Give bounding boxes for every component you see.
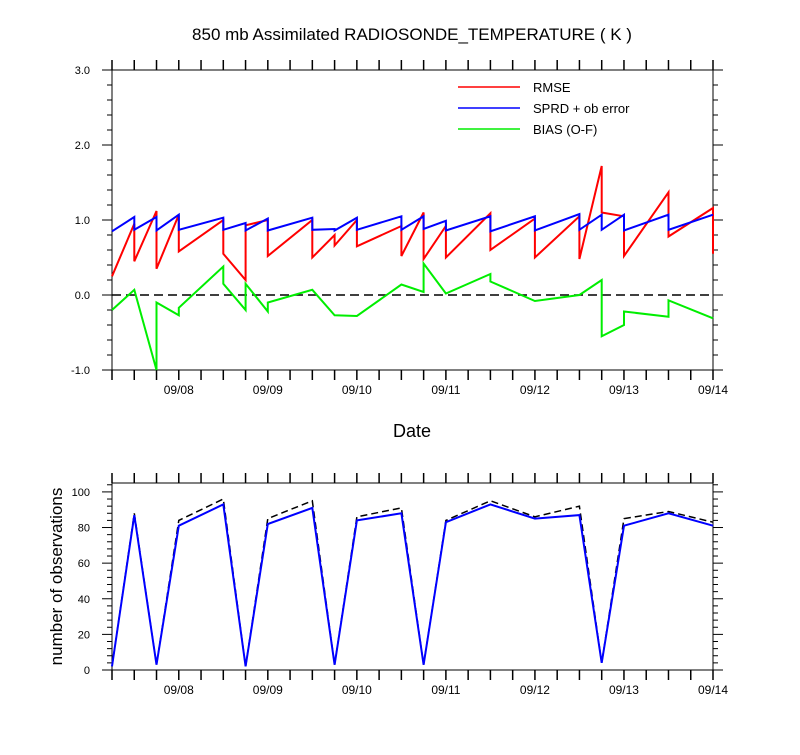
- chart-title: 850 mb Assimilated RADIOSONDE_TEMPERATUR…: [192, 25, 632, 44]
- x-tick-label: 09/14: [698, 683, 728, 697]
- legend: RMSE SPRD + ob error BIAS (O-F): [458, 80, 630, 137]
- legend-label: BIAS (O-F): [533, 122, 597, 137]
- series-line-sprd-ob-error: [112, 214, 713, 231]
- y-tick-label: 40: [78, 594, 90, 606]
- x-tick-label: 09/10: [342, 383, 372, 397]
- x-tick-label: 09/11: [431, 383, 460, 397]
- series-line-assimilated-observations: [112, 504, 713, 666]
- x-axis-label: Date: [393, 421, 431, 441]
- y-tick-label: 0.0: [75, 290, 90, 302]
- y-tick-label: 60: [78, 558, 90, 570]
- top-panel: 09/08 09/09 09/10 09/11 09/12 09/13 09/14 -1.0 0…: [71, 60, 728, 397]
- legend-label: SPRD + ob error: [533, 101, 630, 116]
- y-tick-label: 100: [72, 487, 90, 499]
- x-tick-label: 09/10: [342, 683, 372, 697]
- bottom-panel: 09/08 09/09 09/10 09/11 09/12 09/13 09/14 0 20 40…: [72, 473, 729, 697]
- y-tick-label: 1.0: [75, 215, 90, 227]
- x-tick-label: 09/14: [698, 383, 728, 397]
- x-tick-label: 09/11: [431, 683, 460, 697]
- y-tick-label: 2.0: [75, 140, 90, 152]
- y-tick-label: 0: [84, 665, 90, 677]
- series-line-bias-o-f: [112, 264, 713, 371]
- x-tick-label: 09/13: [609, 683, 639, 697]
- y-axis-label-observations: number of observations: [47, 488, 66, 666]
- plot-frame: [112, 483, 713, 670]
- y-tick-label: 80: [78, 523, 90, 535]
- x-tick-label: 09/09: [253, 383, 283, 397]
- y-tick-label: 20: [78, 629, 90, 641]
- legend-label: RMSE: [533, 80, 571, 95]
- x-tick-label: 09/08: [164, 383, 194, 397]
- y-tick-label: 3.0: [75, 65, 90, 77]
- x-tick-label: 09/12: [520, 683, 550, 697]
- x-tick-label: 09/13: [609, 383, 639, 397]
- x-tick-label: 09/12: [520, 383, 550, 397]
- y-tick-label: -1.0: [71, 365, 90, 377]
- x-tick-label: 09/08: [164, 683, 194, 697]
- x-tick-label: 09/09: [253, 683, 283, 697]
